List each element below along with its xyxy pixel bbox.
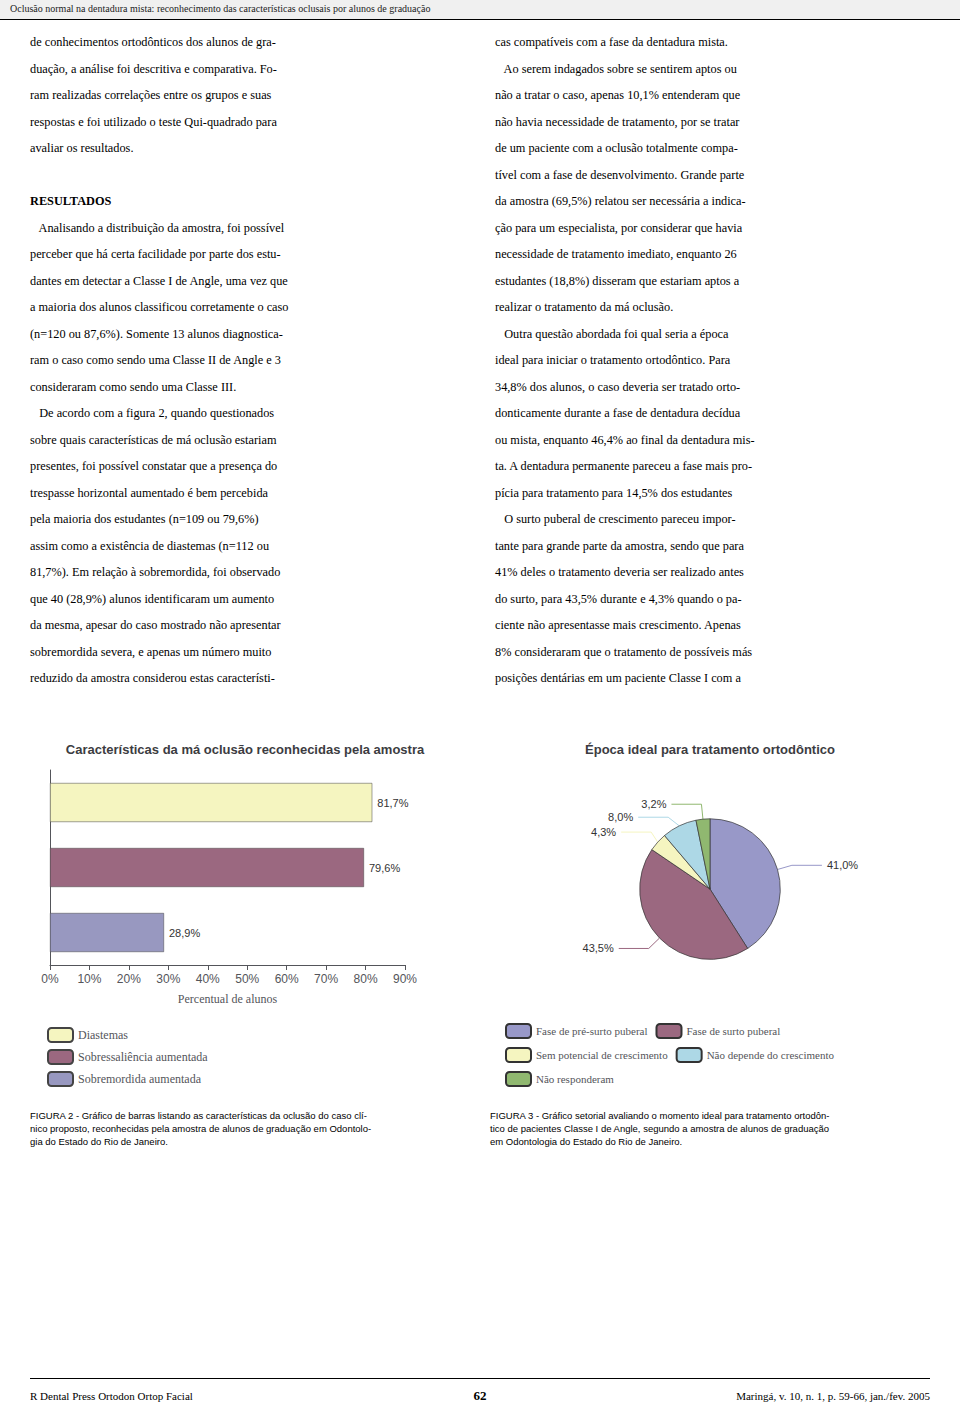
- html-text:do surto, para 43,5% durante e: do surto, para 43,5% durante e 4,3% quan…: [495, 591, 742, 606]
- html-text:da mesma, apesar do caso mostr: da mesma, apesar do caso mostrado não ap…: [30, 618, 281, 632]
- svg-text:Sobressaliência aumentada: Sobressaliência aumentada: [78, 1050, 208, 1064]
- html-text:posições dentárias em um pacie: posições dentárias em um paciente Classe…: [495, 671, 741, 685]
- html-text:consideraram como sendo uma Cl: consideraram como sendo uma Classe III.: [30, 379, 237, 394]
- html-text:Oclusão normal na dentadura mi: Oclusão normal na dentadura mista: recon…: [10, 3, 431, 14]
- svg-text:40%: 40%: [196, 972, 220, 986]
- html-text:Ao serem indagados sobre se se: Ao serem indagados sobre se sentirem apt…: [495, 61, 737, 76]
- svg-text:3,2%: 3,2%: [641, 798, 666, 810]
- html-text:41% deles o tratamento deveria: 41% deles o tratamento deveria ser reali…: [495, 565, 744, 579]
- svg-text:81,7%: 81,7%: [377, 797, 408, 809]
- html-text:(n=120 ou 87,6%). Somente 13 a: (n=120 ou 87,6%). Somente 13 alunos diag…: [30, 326, 283, 341]
- html-text:respostas e foi utilizado o te: respostas e foi utilizado o teste Qui-qu…: [30, 114, 277, 129]
- html-text:a maioria dos alunos classific: a maioria dos alunos classificou correta…: [30, 300, 289, 314]
- svg-text:Não depende do crescimento: Não depende do crescimento: [707, 1049, 835, 1061]
- html-text:sobre quais características de: sobre quais características de má oclusã…: [30, 432, 277, 447]
- svg-text:Sobremordida aumentada: Sobremordida aumentada: [78, 1072, 202, 1086]
- html-text:Analisando a distribuição da a: Analisando a distribuição da amostra, fo…: [30, 220, 285, 235]
- svg-text:Percentual de alunos: Percentual de alunos: [178, 992, 278, 1006]
- html-text:FIGURA 3 - Gráfico setorial av: FIGURA 3 - Gráfico setorial avaliando o …: [490, 1110, 830, 1147]
- svg-text:Sem potencial de crescimento: Sem potencial de crescimento: [536, 1049, 668, 1061]
- html-text:presentes, foi possível consta: presentes, foi possível constatar que a …: [30, 459, 278, 473]
- svg-text:79,6%: 79,6%: [369, 862, 400, 874]
- html-text:perceber que há certa facilida: perceber que há certa facilidade por par…: [30, 247, 281, 261]
- html-text:trespasse horizontal aumentado: trespasse horizontal aumentado é bem per…: [30, 485, 268, 500]
- html-text:duação, a análise foi descriti: duação, a análise foi descritiva e compa…: [30, 61, 277, 76]
- html-text:não a tratar o caso, apenas 10: não a tratar o caso, apenas 10,1% entend…: [495, 88, 741, 102]
- html-text:pela maioria dos estudantes (n: pela maioria dos estudantes (n=109 ou 79…: [30, 512, 259, 526]
- html-text:81,7%). Em relação à sobremord: 81,7%). Em relação à sobremordida, foi o…: [30, 565, 281, 579]
- html-text:ideal para iniciar o tratament: ideal para iniciar o tratamento ortodônt…: [495, 353, 731, 367]
- svg-text:50%: 50%: [235, 972, 259, 986]
- html-text:O surto puberal de crescimento: O surto puberal de crescimento pareceu i…: [495, 512, 736, 526]
- svg-text:Época ideal para tratamento or: Época ideal para tratamento ortodôntico: [585, 742, 835, 757]
- html-text:ta. A dentadura permanente par: ta. A dentadura permanente pareceu a fas…: [495, 459, 753, 473]
- html-text:ciente não apresentasse mais c: ciente não apresentasse mais crescimento…: [495, 618, 741, 632]
- html-text:tível com a fase de desenvolvi: tível com a fase de desenvolvimento. Gra…: [495, 167, 745, 182]
- svg-text:90%: 90%: [393, 972, 417, 986]
- html-text:ou mista, enquanto 46,4% ao fi: ou mista, enquanto 46,4% ao final da den…: [495, 432, 755, 447]
- svg-text:43,5%: 43,5%: [583, 942, 614, 954]
- html-text:RESULTADOS: RESULTADOS: [30, 194, 112, 208]
- svg-text:0%: 0%: [41, 972, 59, 986]
- svg-text:Fase de surto puberal: Fase de surto puberal: [686, 1025, 780, 1037]
- html-text:que 40 (28,9%) alunos identifi: que 40 (28,9%) alunos identificaram um a…: [30, 591, 275, 606]
- html-text:De acordo com a figura 2, quan: De acordo com a figura 2, quando questio…: [30, 406, 275, 420]
- svg-text:60%: 60%: [275, 972, 299, 986]
- html-text:reduzido da amostra considerou: reduzido da amostra considerou estas car…: [30, 671, 275, 685]
- html-text:ram o caso como sendo uma Clas: ram o caso como sendo uma Classe II de A…: [30, 353, 281, 367]
- html-text:estudantes (18,8%) disseram qu: estudantes (18,8%) disseram que estariam…: [495, 273, 740, 288]
- html-text:necessidade de tratamento imed: necessidade de tratamento imediato, enqu…: [495, 247, 737, 261]
- svg-text:20%: 20%: [117, 972, 141, 986]
- svg-text:Características da má oclusão: Características da má oclusão reconhecid…: [66, 742, 425, 757]
- svg-text:Fase de pré-surto puberal: Fase de pré-surto puberal: [536, 1025, 648, 1037]
- html-text:de um paciente com a oclusão t: de um paciente com a oclusão totalmente …: [495, 141, 738, 155]
- html-text:não havia necessidade de trata: não havia necessidade de tratamento, por…: [495, 114, 740, 129]
- html-text:assim como a existência de dia: assim como a existência de diastemas (n=…: [30, 538, 269, 553]
- html-text:34,8% dos alunos, o caso dever: 34,8% dos alunos, o caso deveria ser tra…: [495, 379, 741, 394]
- svg-text:41,0%: 41,0%: [827, 859, 858, 871]
- html-text:62: 62: [473, 1388, 487, 1403]
- svg-text:4,3%: 4,3%: [591, 826, 616, 838]
- svg-text:10%: 10%: [77, 972, 101, 986]
- html-text:sobremordida severa, e apenas: sobremordida severa, e apenas um número …: [30, 644, 272, 659]
- html-text:de conhecimentos ortodônticos: de conhecimentos ortodônticos dos alunos…: [30, 35, 276, 49]
- html-text:cas compatíveis com a fase da: cas compatíveis com a fase da dentadura …: [495, 35, 728, 49]
- svg-text:Não responderam: Não responderam: [536, 1073, 614, 1085]
- html-text:dantes em detectar a Classe I: dantes em detectar a Classe I de Angle, …: [30, 273, 288, 288]
- html-text:Outra questão abordada foi qua: Outra questão abordada foi qual seria a …: [495, 326, 729, 341]
- svg-text:70%: 70%: [314, 972, 338, 986]
- html-text:R Dental Press Ortodon Ortop F: R Dental Press Ortodon Ortop Facial: [30, 1390, 193, 1402]
- html-text:FIGURA 2 - Gráfico de barras l: FIGURA 2 - Gráfico de barras listando as…: [30, 1110, 372, 1147]
- svg-text:Diastemas: Diastemas: [78, 1028, 128, 1042]
- html-text:realizar o tratamento da má oc: realizar o tratamento da má oclusão.: [495, 300, 674, 314]
- svg-text:80%: 80%: [354, 972, 378, 986]
- html-text:tante para grande parte da amo: tante para grande parte da amostra, send…: [495, 538, 744, 553]
- html-text:da amostra (69,5%) relatou ser: da amostra (69,5%) relatou ser necessári…: [495, 194, 746, 208]
- html-text:Maringá, v. 10, n. 1, p. 59-66: Maringá, v. 10, n. 1, p. 59-66, jan./fev…: [736, 1390, 930, 1402]
- html-text:avaliar os resultados.: avaliar os resultados.: [30, 141, 134, 155]
- svg-text:8,0%: 8,0%: [608, 811, 633, 823]
- html-text:pícia para tratamento para 14,: pícia para tratamento para 14,5% dos est…: [495, 485, 733, 500]
- html-text:ram realizadas correlações ent: ram realizadas correlações entre os grup…: [30, 88, 272, 102]
- svg-text:28,9%: 28,9%: [169, 927, 200, 939]
- html-text:8% consideraram que o tratamen: 8% consideraram que o tratamento de poss…: [495, 644, 753, 659]
- html-text:ção para um especialista, por: ção para um especialista, por considerar…: [495, 220, 743, 235]
- svg-text:30%: 30%: [156, 972, 180, 986]
- html-text:donticamente durante a fase de: donticamente durante a fase de dentadura…: [495, 406, 741, 420]
